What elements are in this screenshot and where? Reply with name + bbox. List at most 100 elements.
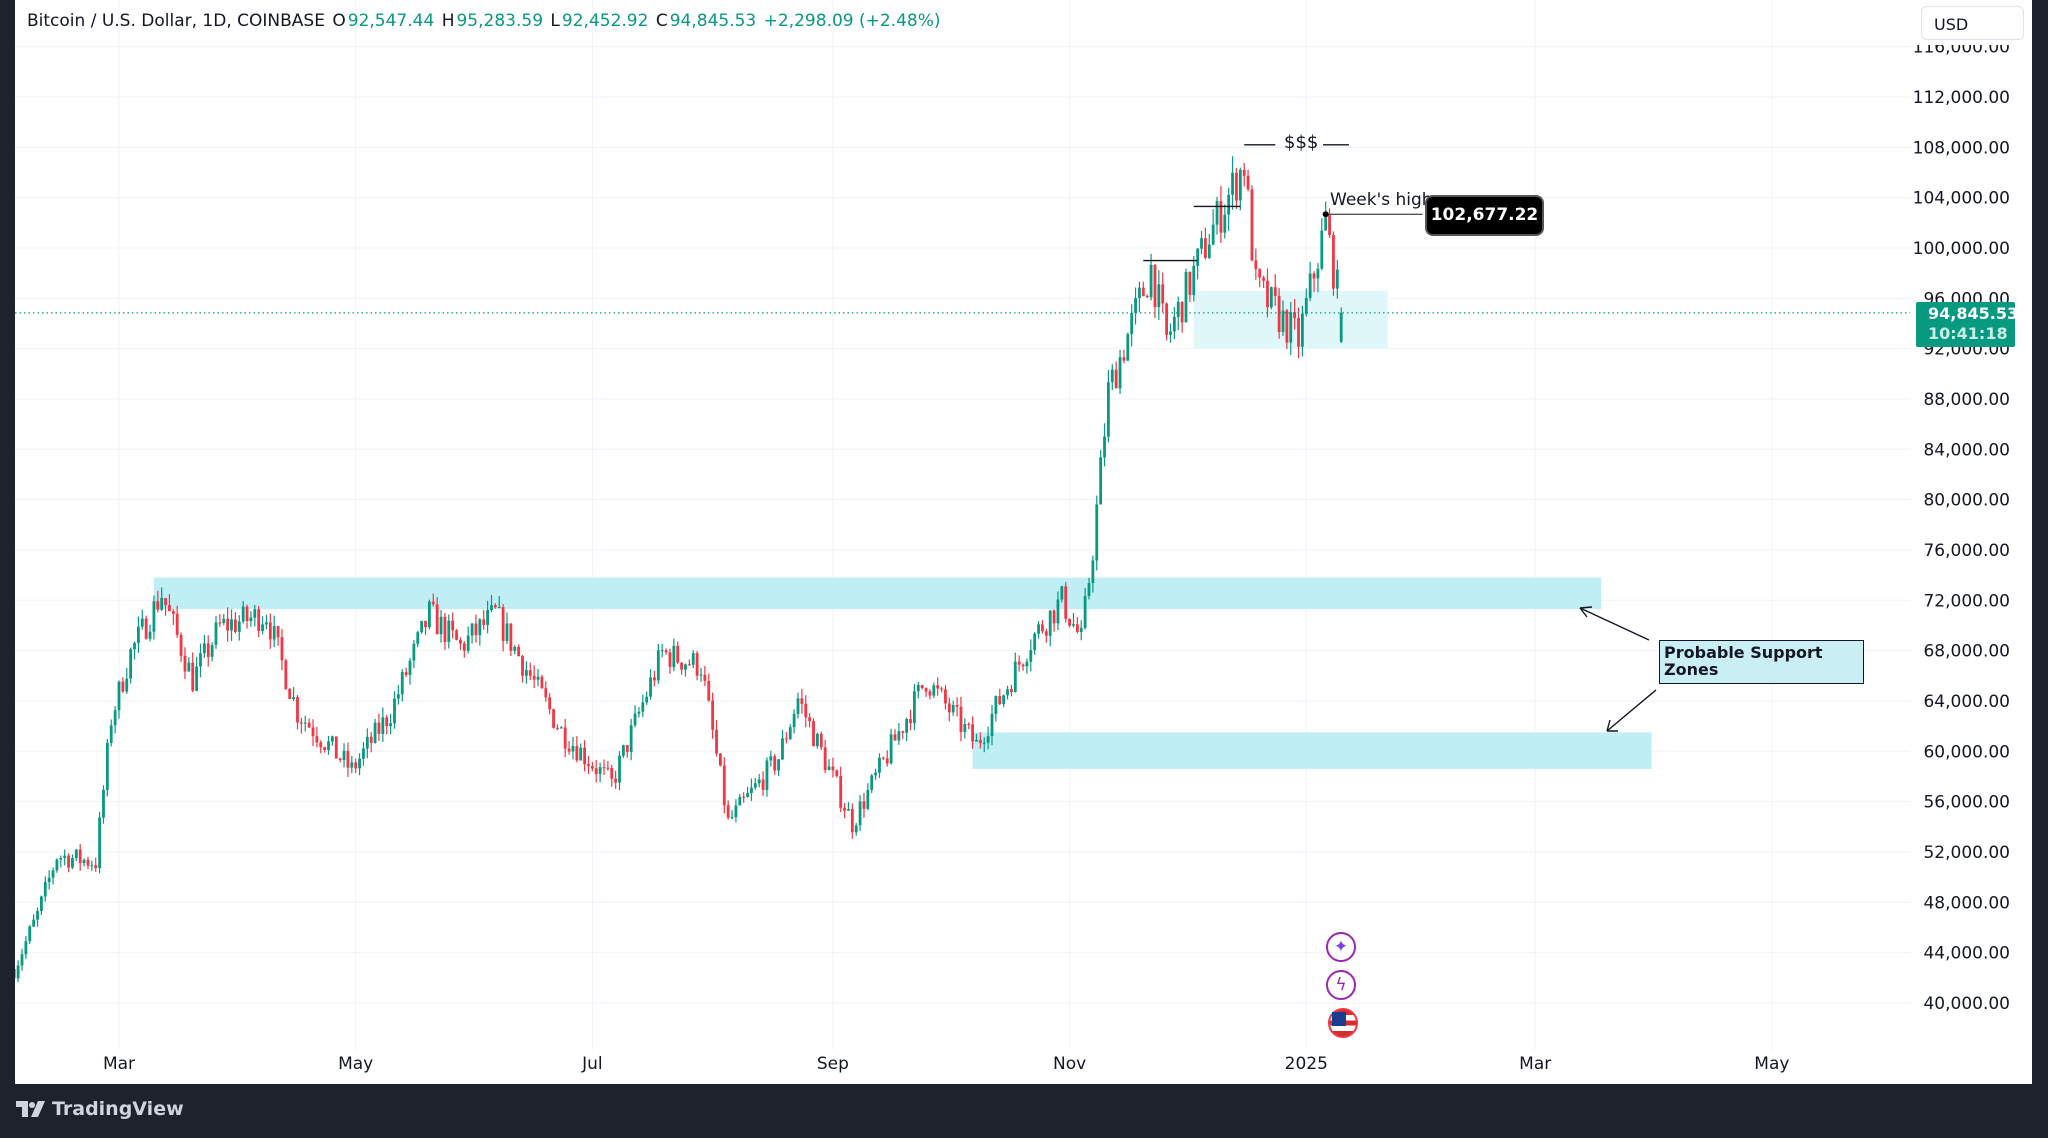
candle (858, 795, 862, 832)
symbol-name[interactable]: Bitcoin / U.S. Dollar, 1D, COINBASE (27, 11, 325, 31)
candle (610, 764, 614, 787)
candle (482, 609, 486, 630)
candle (1235, 168, 1238, 209)
candle-body (602, 767, 606, 769)
candle (214, 616, 218, 649)
candle (1258, 268, 1262, 288)
sparkle-icon[interactable]: ✦ (1326, 932, 1356, 962)
tradingview-logo[interactable]: TradingView (16, 1098, 184, 1120)
candle-body (222, 618, 226, 623)
candle (567, 741, 571, 755)
candle-body (660, 650, 664, 652)
candle (121, 677, 125, 694)
candle-body (1304, 297, 1308, 314)
candle (1072, 613, 1075, 628)
candle (1068, 618, 1071, 628)
candle (478, 618, 482, 646)
candle-body (1002, 695, 1006, 705)
candle (509, 623, 513, 657)
candle (400, 669, 404, 702)
candle (327, 735, 330, 755)
arrow-upper-head (1579, 606, 1593, 618)
candle (90, 860, 94, 871)
candle-body (245, 606, 249, 622)
price-tick-label: 88,000.00 (1923, 390, 2010, 410)
lightning-icon[interactable]: ϟ (1326, 970, 1356, 1000)
candle-body (1254, 260, 1258, 270)
candle-body (1200, 238, 1203, 249)
candle (835, 769, 839, 778)
candle-body (765, 760, 769, 790)
currency-button[interactable]: USD (1921, 6, 2024, 40)
candle (1134, 287, 1137, 325)
candle (823, 739, 827, 774)
candle (1006, 685, 1009, 700)
candle (292, 687, 295, 701)
candle-body (1064, 586, 1068, 619)
candle (501, 604, 505, 652)
candle-body (1180, 301, 1184, 323)
last-price-badge: 94,845.53 10:41:18 (1916, 302, 2018, 347)
candle-body (24, 941, 28, 955)
candle (656, 643, 660, 684)
candle (117, 680, 121, 719)
candle-body (548, 697, 552, 710)
candle (645, 691, 649, 705)
candle (517, 644, 521, 657)
support-zones-callout[interactable]: Probable Support Zones (1659, 640, 1864, 684)
candle-body (323, 747, 327, 751)
candle (377, 713, 381, 742)
candle (493, 603, 497, 609)
candle-body (129, 649, 133, 679)
candle (971, 716, 974, 749)
candle (1110, 364, 1114, 391)
week-high-label[interactable]: Week's high (1330, 190, 1433, 210)
candle (1021, 663, 1025, 671)
candle (893, 729, 897, 741)
candle-body (292, 697, 295, 699)
candle (990, 704, 994, 746)
candle-body (521, 656, 524, 676)
candle (761, 771, 765, 796)
bar-countdown: 10:41:18 (1928, 324, 2008, 343)
candle (986, 726, 990, 750)
week-high-price-label[interactable]: 102,677.22 (1427, 197, 1542, 234)
candle-body (1332, 235, 1335, 289)
candle-body (738, 796, 742, 806)
candle-body (307, 722, 311, 728)
candle (1188, 271, 1192, 303)
candle-body (210, 644, 214, 657)
candle-body (1238, 169, 1242, 201)
candle-body (959, 706, 963, 733)
candle-body (618, 755, 621, 783)
candle (1075, 616, 1079, 634)
liquidity-label[interactable]: $$$ (1284, 132, 1319, 153)
candle-body (583, 747, 586, 765)
candle (1335, 260, 1339, 299)
candle (641, 694, 645, 718)
candle-body (1079, 627, 1083, 633)
us-flag-icon[interactable] (1328, 1008, 1358, 1038)
candle-body (365, 736, 369, 749)
candle (323, 746, 327, 753)
candle (715, 720, 718, 757)
candle-body (1033, 633, 1037, 651)
candle (241, 600, 245, 624)
candle-body (1328, 215, 1331, 236)
candle-body (610, 767, 614, 779)
candle-body (971, 724, 974, 742)
candle (734, 799, 738, 823)
candle-body (1083, 596, 1087, 628)
candle (1141, 281, 1145, 297)
candle-body (633, 713, 637, 726)
candle-body (1196, 248, 1200, 266)
candle-body (90, 865, 94, 867)
candle-body (98, 817, 101, 869)
candle-body (1219, 201, 1223, 233)
candle-body (396, 694, 400, 699)
candle (687, 659, 691, 666)
candle-body (420, 620, 424, 633)
candle-body (447, 620, 451, 642)
candle (1215, 196, 1219, 235)
